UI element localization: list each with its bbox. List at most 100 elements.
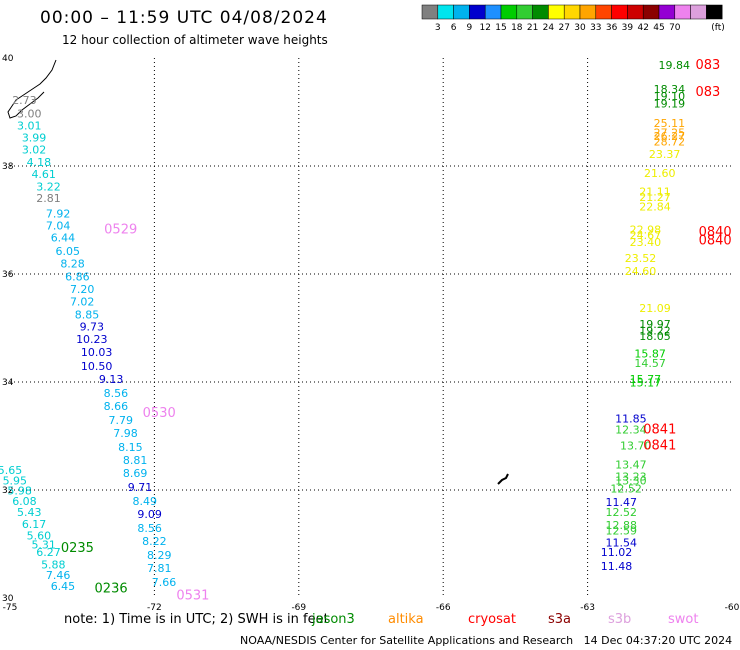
wave-height-value: 8.81 xyxy=(123,454,148,467)
wave-height-value: 7.04 xyxy=(46,220,71,233)
wave-height-value: 9.73 xyxy=(80,321,105,334)
track-pass-label: 0531 xyxy=(176,589,209,604)
wave-height-value: 15.87 xyxy=(634,348,666,361)
wave-height-value: 12.88 xyxy=(606,519,638,532)
wave-height-value: 8.66 xyxy=(104,400,129,413)
wave-height-value: 3.22 xyxy=(36,180,61,193)
footer-note: note: 1) Time is in UTC; 2) SWH is in fe… xyxy=(64,612,329,627)
mission-label-swot: swot xyxy=(668,612,699,627)
wave-height-value: 11.47 xyxy=(606,496,638,509)
coastline-shape xyxy=(7,59,57,119)
wave-height-value: 13.23 xyxy=(615,470,647,483)
wave-height-value: 5.95 xyxy=(3,475,28,488)
colorbar-tick-label: 15 xyxy=(495,23,506,33)
wave-height-value: 6.86 xyxy=(65,270,90,283)
x-tick-label: -60 xyxy=(725,603,740,613)
colorbar-tick-label: 12 xyxy=(479,23,490,33)
wave-height-value: 18.34 xyxy=(654,83,686,96)
wave-height-value: 9.71 xyxy=(128,481,153,494)
wave-height-value: 3.01 xyxy=(17,119,42,132)
track-pass-label: 0840 xyxy=(699,233,732,248)
wave-height-value: 11.85 xyxy=(615,413,647,426)
wave-height-value: 22.84 xyxy=(639,200,671,213)
chart-subtitle: 12 hour collection of altimeter wave hei… xyxy=(62,33,328,47)
wave-height-value: 13.47 xyxy=(615,458,647,471)
track-pass-label: 0841 xyxy=(643,439,676,454)
wave-height-value: 3.99 xyxy=(22,132,47,145)
wave-height-value: 8.56 xyxy=(137,522,162,535)
wave-height-value: 4.18 xyxy=(27,156,52,169)
wave-height-value: 24.67 xyxy=(630,229,662,242)
wave-height-value: 28.72 xyxy=(654,135,686,148)
wave-height-value: 3.02 xyxy=(22,144,47,157)
wave-height-value: 6.44 xyxy=(51,232,76,245)
track-pass-label: 0529 xyxy=(104,223,137,238)
wave-height-value: 3.00 xyxy=(17,107,42,120)
x-tick-label: -75 xyxy=(3,603,18,613)
wave-height-value: 25.11 xyxy=(654,117,686,130)
wave-height-value: 8.69 xyxy=(123,467,148,480)
wave-height-value: 10.23 xyxy=(76,333,108,346)
mission-label-cryosat: cryosat xyxy=(468,612,516,627)
wave-height-value: 23.52 xyxy=(625,252,657,265)
wave-height-value: 21.11 xyxy=(639,186,671,199)
colorbar-tick-label: 9 xyxy=(467,23,473,33)
wave-height-value: 8.15 xyxy=(118,441,143,454)
colorbar-tick-label: 45 xyxy=(653,23,664,33)
wave-height-value: 19.22 xyxy=(639,324,671,337)
wave-height-value: 6.08 xyxy=(12,495,37,508)
y-tick-label: 32 xyxy=(2,486,13,496)
colorbar-tick-label: 3 xyxy=(435,23,441,33)
x-tick-label: -69 xyxy=(291,603,306,613)
credit-timestamp: 14 Dec 04:37:20 UTC 2024 xyxy=(583,634,733,647)
wave-height-value: 18.05 xyxy=(639,330,671,343)
wave-height-value: 5.88 xyxy=(41,558,66,571)
colorbar-tick-label: 42 xyxy=(637,23,648,33)
wave-height-value: 9.09 xyxy=(137,508,162,521)
footer-credit: NOAA/NESDIS Center for Satellite Applica… xyxy=(240,634,732,647)
wave-height-value: 19.19 xyxy=(654,98,686,111)
wave-height-value: 7.98 xyxy=(113,427,138,440)
chart-title: 00:00 – 11:59 UTC 04/08/2024 xyxy=(40,8,328,28)
wave-height-value: 9.13 xyxy=(99,373,124,386)
track-pass-label: 0236 xyxy=(95,582,128,597)
wave-height-value: 21.60 xyxy=(644,167,676,180)
wave-height-value: 5.98 xyxy=(7,484,32,497)
colorbar-swatch xyxy=(706,4,723,20)
wave-height-value: 10.50 xyxy=(81,360,113,373)
wave-height-value: 14.57 xyxy=(634,357,666,370)
wave-height-value: 5.65 xyxy=(0,464,22,477)
wave-height-value: 11.54 xyxy=(606,537,638,550)
colorbar-tick-label: 30 xyxy=(574,23,586,33)
wave-height-value: 6.17 xyxy=(22,518,47,531)
wave-height-value: 11.02 xyxy=(601,546,633,559)
x-tick-label: -72 xyxy=(147,603,162,613)
wave-height-value: 12.52 xyxy=(610,483,642,496)
y-tick-label: 34 xyxy=(2,378,14,388)
wave-height-value: 26.27 xyxy=(654,130,686,143)
colorbar-tick-label: 21 xyxy=(527,23,538,33)
wave-height-value: 2.81 xyxy=(36,192,61,205)
wave-height-value: 8.49 xyxy=(133,495,158,508)
wave-height-value: 6.05 xyxy=(56,245,81,258)
wave-height-value: 15.17 xyxy=(630,376,662,389)
mission-label-altika: altika xyxy=(388,612,424,627)
wave-height-value: 21.27 xyxy=(639,191,671,204)
wave-height-value: 7.20 xyxy=(70,283,95,296)
wave-height-value: 5.43 xyxy=(17,506,42,519)
wave-height-value: 7.46 xyxy=(46,569,71,582)
wave-height-value: 8.85 xyxy=(75,308,100,321)
track-pass-label: 083 xyxy=(696,85,721,100)
wave-height-value: 22.98 xyxy=(630,224,662,237)
wave-height-value: 12.59 xyxy=(606,524,638,537)
wave-height-value: 12.52 xyxy=(606,506,638,519)
wave-height-value: 8.22 xyxy=(142,535,167,548)
wave-height-value: 5.31 xyxy=(31,538,56,551)
x-tick-label: -66 xyxy=(436,603,451,613)
track-pass-label: 0235 xyxy=(61,541,94,556)
wave-height-value: 19.10 xyxy=(654,90,686,103)
x-tick-label: -63 xyxy=(580,603,595,613)
colorbar-tick-label: 24 xyxy=(543,23,555,33)
colorbar-tick-label: 33 xyxy=(590,23,601,33)
